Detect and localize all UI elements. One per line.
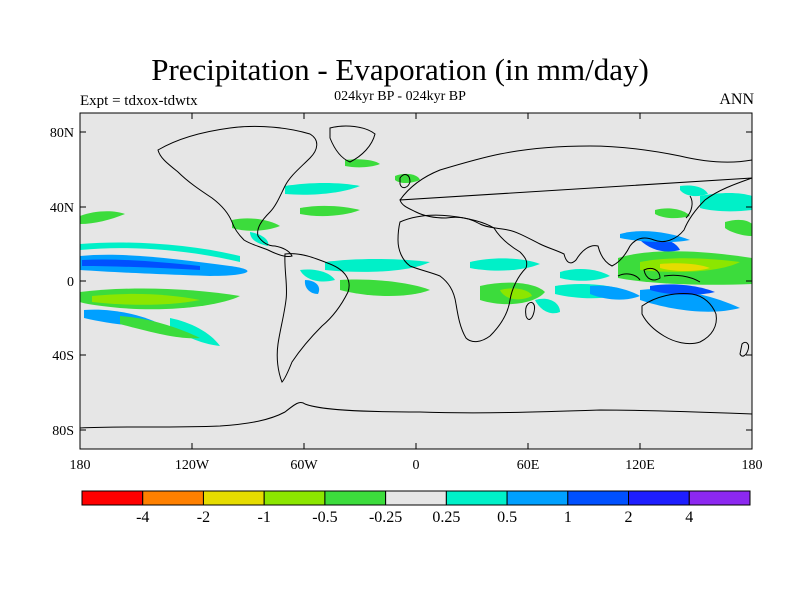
colorbar-swatch: [385, 490, 447, 506]
colorbar-label: -2: [197, 509, 210, 526]
field-south-pacific-green2: [120, 316, 200, 339]
colorbar-swatch: [506, 490, 569, 506]
colorbar-swatch: [324, 490, 387, 506]
field-south-pacific-yellowgreen: [92, 293, 200, 305]
field-arabian-cyan: [470, 258, 540, 271]
coast-eurasia: [399, 145, 753, 267]
lat-tick-label: 0: [67, 275, 74, 290]
colorbar-label: -0.5: [312, 509, 337, 526]
field-indian-blue: [590, 285, 640, 300]
lon-tick-label: 60W: [290, 458, 318, 473]
field-east-china-green: [655, 208, 690, 219]
field-south-pacific-cyan: [170, 318, 220, 346]
coast-madagascar: [525, 301, 535, 320]
field-north-pacific-green: [80, 211, 125, 224]
colorbar-swatch: [263, 490, 326, 506]
anomaly-fields: [80, 159, 752, 346]
field-pacific-itcz-core: [82, 259, 200, 270]
lon-tick-label: 180: [70, 458, 91, 473]
field-africa-yellowgreen: [500, 288, 532, 300]
colorbar-label: 4: [685, 509, 693, 526]
field-equatorial-atlantic-cyan: [325, 259, 430, 272]
colorbar-label: 1: [564, 509, 572, 526]
colorbar-swatch: [628, 490, 690, 506]
lon-tick-label: 60E: [517, 458, 540, 473]
coast-new-zealand: [739, 341, 749, 357]
coast-north-america: [157, 125, 318, 257]
lat-tick-label: 40N: [50, 201, 74, 216]
colorbar: -4 -2 -1 -0.5 -0.25 0.25 0.5 1 2 4: [81, 490, 751, 526]
colorbar-label: 0.25: [432, 509, 460, 526]
lon-tick-label: 120W: [175, 458, 210, 473]
field-pacific-cyan: [80, 242, 240, 262]
field-north-pacific-east-green: [725, 219, 752, 236]
colorbar-swatch: [142, 490, 204, 506]
coast-indonesia: [617, 267, 701, 283]
lat-tick-label: 80N: [50, 126, 74, 141]
field-south-atlantic-green: [340, 279, 430, 296]
field-atlantic-green: [300, 205, 360, 217]
season-label: ANN: [719, 91, 754, 108]
colorbar-label: -1: [258, 509, 271, 526]
coast-antarctica: [79, 401, 753, 429]
field-north-atlantic-cyan: [285, 183, 360, 195]
axis-ticks: 80N 40N 0 40S 80S 180 120W 60W 0 60E 120E 180: [50, 113, 763, 473]
field-australia-deepblue: [650, 284, 715, 295]
field-amazon-cyan: [300, 269, 335, 282]
lon-tick-label: 120E: [625, 458, 655, 473]
colorbar-swatch: [202, 490, 265, 506]
coast-australia: [641, 293, 717, 345]
experiment-label: Expt = tdxox-tdwtx: [80, 93, 198, 109]
colorbar-swatch: [445, 490, 508, 506]
coastlines: [79, 125, 753, 429]
map-title: Precipitation - Evaporation (in mm/day): [151, 52, 649, 87]
coast-japan: [685, 195, 693, 219]
field-japan-cyan: [680, 185, 708, 197]
field-bay-bengal-cyan: [560, 269, 610, 281]
colorbar-label: 2: [625, 509, 633, 526]
lat-tick-label: 80S: [52, 424, 74, 439]
lon-tick-label: 0: [413, 458, 420, 473]
field-africa-cyan: [535, 298, 560, 314]
colorbar-label: -4: [136, 509, 149, 526]
field-nordic-green: [345, 159, 380, 168]
field-west-pacific-yellow: [660, 263, 710, 271]
coast-south-america: [276, 253, 350, 383]
coast-uk: [399, 174, 411, 189]
lat-tick-label: 40S: [52, 349, 74, 364]
colorbar-swatch: [567, 490, 630, 506]
coast-africa: [397, 214, 528, 343]
map-subtitle: 024kyr BP - 024kyr BP: [334, 89, 466, 104]
lon-tick-label: 180: [742, 458, 763, 473]
field-mexico-green: [232, 218, 280, 231]
field-north-pacific-cyan: [700, 193, 752, 212]
field-amazon-blue: [304, 280, 320, 294]
colorbar-label: -0.25: [369, 509, 402, 526]
colorbar-swatch: [688, 490, 751, 506]
colorbar-label: 0.5: [497, 509, 517, 526]
field-australia-blue: [640, 288, 740, 312]
colorbar-swatch: [81, 490, 144, 506]
coast-greenland: [329, 125, 376, 163]
